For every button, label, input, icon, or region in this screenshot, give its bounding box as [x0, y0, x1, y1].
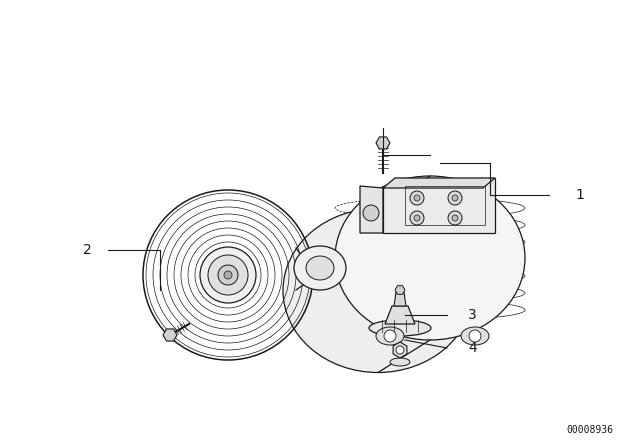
Circle shape [448, 211, 462, 225]
Circle shape [200, 247, 256, 303]
Polygon shape [394, 292, 406, 306]
Circle shape [452, 215, 458, 221]
Polygon shape [163, 329, 177, 341]
Circle shape [384, 330, 396, 342]
Circle shape [363, 205, 379, 221]
Ellipse shape [306, 256, 334, 280]
Circle shape [452, 195, 458, 201]
Ellipse shape [376, 327, 404, 345]
Circle shape [414, 195, 420, 201]
Text: 2: 2 [83, 243, 92, 257]
Polygon shape [360, 186, 383, 233]
Polygon shape [385, 306, 415, 324]
Ellipse shape [294, 246, 346, 290]
Circle shape [410, 191, 424, 205]
Circle shape [396, 346, 404, 354]
Bar [405, 186, 485, 225]
Polygon shape [383, 178, 495, 188]
Circle shape [469, 330, 481, 342]
Polygon shape [393, 342, 407, 358]
Circle shape [410, 211, 424, 225]
Circle shape [208, 255, 248, 295]
Ellipse shape [461, 327, 489, 345]
Text: 3: 3 [468, 308, 477, 322]
Circle shape [224, 271, 232, 279]
Circle shape [414, 215, 420, 221]
Text: 1: 1 [575, 188, 584, 202]
Ellipse shape [390, 358, 410, 366]
Circle shape [448, 191, 462, 205]
Circle shape [218, 265, 238, 285]
Polygon shape [395, 286, 405, 294]
Polygon shape [383, 178, 495, 233]
Polygon shape [376, 137, 390, 149]
Ellipse shape [335, 176, 525, 340]
Text: 4: 4 [468, 341, 477, 355]
Text: 00008936: 00008936 [566, 425, 614, 435]
Ellipse shape [283, 208, 473, 372]
Ellipse shape [369, 320, 431, 336]
